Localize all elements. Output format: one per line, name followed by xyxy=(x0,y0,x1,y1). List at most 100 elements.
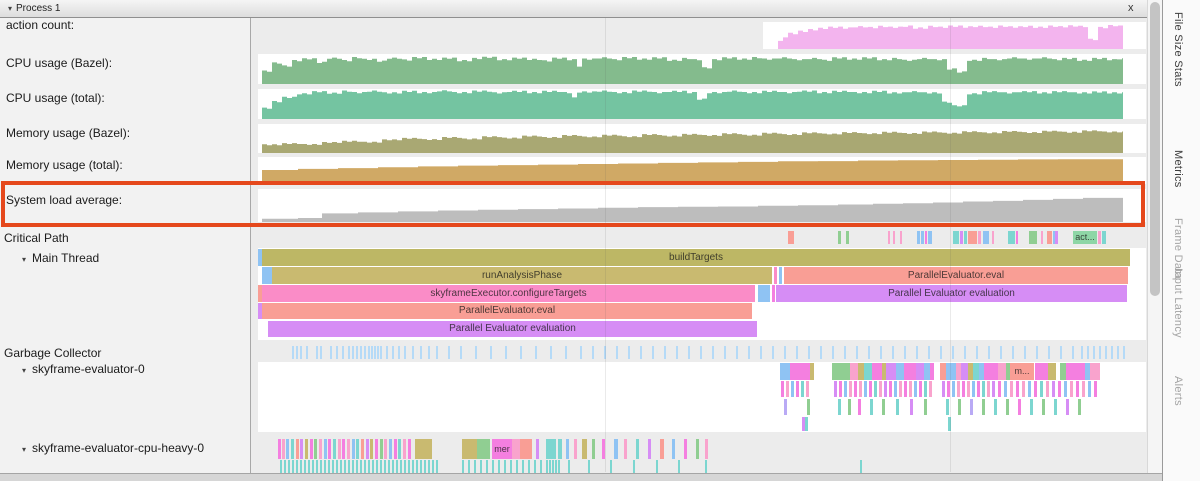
trace-slice[interactable] xyxy=(1006,399,1009,415)
trace-slice[interactable] xyxy=(1048,363,1056,380)
trace-slice[interactable] xyxy=(942,381,945,397)
trace-slice[interactable] xyxy=(672,439,675,459)
trace-slice[interactable] xyxy=(864,381,867,397)
counter-chart-cpu-total[interactable] xyxy=(258,89,1146,119)
gc-event[interactable] xyxy=(320,346,322,359)
trace-slice[interactable] xyxy=(684,439,687,459)
trace-slice[interactable] xyxy=(791,381,794,397)
critical-path-event[interactable] xyxy=(1055,231,1058,244)
trace-slice[interactable] xyxy=(388,460,390,473)
trace-slice[interactable] xyxy=(967,381,970,397)
trace-slice[interactable] xyxy=(324,460,326,473)
trace-slice[interactable] xyxy=(376,460,378,473)
trace-slice[interactable] xyxy=(904,381,907,397)
gc-event[interactable] xyxy=(700,346,702,359)
trace-slice[interactable] xyxy=(977,381,980,397)
gc-event[interactable] xyxy=(535,346,537,359)
trace-slice[interactable] xyxy=(929,381,932,397)
trace-slice[interactable] xyxy=(588,460,590,473)
trace-slice[interactable] xyxy=(1090,363,1100,380)
trace-slice[interactable] xyxy=(384,460,386,473)
trace-slice[interactable] xyxy=(324,439,327,459)
gc-event[interactable] xyxy=(616,346,618,359)
trace-slice[interactable] xyxy=(400,460,402,473)
trace-slice[interactable] xyxy=(1060,363,1066,380)
trace-slice[interactable] xyxy=(342,439,345,459)
trace-slice[interactable] xyxy=(549,460,551,473)
gc-event[interactable] xyxy=(292,346,294,359)
trace-slice[interactable] xyxy=(796,381,799,397)
trace-slice[interactable] xyxy=(1064,381,1067,397)
trace-slice[interactable] xyxy=(403,439,406,459)
trace-slice[interactable] xyxy=(899,381,902,397)
trace-slice[interactable] xyxy=(705,460,707,473)
critical-path-event[interactable] xyxy=(888,231,890,244)
critical-path-event[interactable] xyxy=(1041,231,1043,244)
gc-event[interactable] xyxy=(952,346,954,359)
trace-slice[interactable] xyxy=(946,399,949,415)
critical-path-event[interactable] xyxy=(1047,231,1052,244)
trace-slice[interactable] xyxy=(492,460,494,473)
critical-path-event[interactable] xyxy=(1053,231,1055,244)
vertical-scrollbar[interactable] xyxy=(1147,0,1163,473)
trace-slice[interactable] xyxy=(946,363,956,380)
trace-slice[interactable] xyxy=(779,267,782,284)
gc-event[interactable] xyxy=(475,346,477,359)
trace-slice[interactable] xyxy=(1058,381,1061,397)
trace-slice[interactable] xyxy=(316,460,318,473)
trace-slice[interactable] xyxy=(910,399,913,415)
trace-slice[interactable] xyxy=(536,439,539,459)
trace-slice[interactable] xyxy=(1066,363,1085,380)
trace-slice[interactable] xyxy=(356,439,359,459)
trace-slice[interactable] xyxy=(504,460,506,473)
trace-slice[interactable] xyxy=(546,460,548,473)
critical-path-event[interactable]: act... xyxy=(1073,231,1097,244)
trace-slice[interactable] xyxy=(896,363,904,380)
gc-event[interactable] xyxy=(404,346,406,359)
critical-path-event[interactable] xyxy=(900,231,902,244)
gc-event[interactable] xyxy=(550,346,552,359)
trace-slice[interactable] xyxy=(312,460,314,473)
trace-slice[interactable] xyxy=(780,363,790,380)
trace-slice[interactable] xyxy=(961,363,968,380)
trace-slice[interactable] xyxy=(546,439,556,459)
trace-slice[interactable] xyxy=(909,381,912,397)
gc-event[interactable] xyxy=(1036,346,1038,359)
trace-slice[interactable] xyxy=(416,460,418,473)
trace-slice[interactable] xyxy=(420,460,422,473)
trace-slice[interactable] xyxy=(924,399,927,415)
trace-slice[interactable] xyxy=(1030,399,1033,415)
trace-slice[interactable] xyxy=(398,439,401,459)
trace-slice[interactable] xyxy=(512,439,520,459)
gc-event[interactable] xyxy=(428,346,430,359)
trace-slice[interactable] xyxy=(904,363,916,380)
trace-slice[interactable] xyxy=(984,363,998,380)
trace-slice[interactable] xyxy=(280,460,282,473)
trace-slice[interactable] xyxy=(850,363,858,380)
critical-path-event[interactable] xyxy=(838,231,841,244)
trace-slice[interactable] xyxy=(962,381,965,397)
gc-event[interactable] xyxy=(652,346,654,359)
close-icon[interactable]: x xyxy=(1128,2,1134,14)
trace-slice[interactable] xyxy=(468,460,470,473)
trace-slice[interactable] xyxy=(982,399,985,415)
trace-slice[interactable] xyxy=(624,439,627,459)
gc-event[interactable] xyxy=(1117,346,1119,359)
trace-slice[interactable] xyxy=(958,399,961,415)
trace-slice[interactable] xyxy=(328,460,330,473)
collapse-triangle-icon[interactable]: ▾ xyxy=(22,445,27,454)
trace-slice[interactable] xyxy=(972,381,975,397)
gc-event[interactable] xyxy=(916,346,918,359)
gc-event[interactable] xyxy=(436,346,438,359)
gc-event[interactable] xyxy=(640,346,642,359)
gc-event[interactable] xyxy=(460,346,462,359)
trace-slice[interactable] xyxy=(870,399,873,415)
gc-event[interactable] xyxy=(796,346,798,359)
trace-slice[interactable] xyxy=(614,439,618,459)
trace-slice[interactable] xyxy=(884,381,887,397)
horizontal-scrollbar[interactable] xyxy=(0,473,1162,481)
trace-slice[interactable] xyxy=(320,460,322,473)
trace-slice[interactable] xyxy=(1042,399,1045,415)
trace-slice[interactable] xyxy=(610,460,612,473)
trace-slice[interactable] xyxy=(380,439,383,459)
